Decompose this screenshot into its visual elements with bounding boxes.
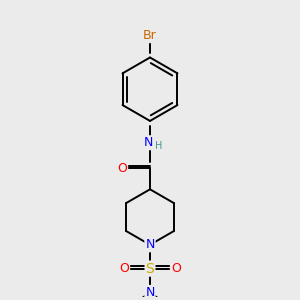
Text: O: O: [117, 162, 127, 175]
Text: H: H: [155, 141, 163, 151]
Text: N: N: [145, 286, 155, 299]
Text: N: N: [145, 238, 155, 251]
Text: Br: Br: [143, 29, 157, 42]
Text: S: S: [146, 262, 154, 276]
Text: O: O: [119, 262, 129, 275]
Text: N: N: [143, 136, 153, 149]
Text: O: O: [171, 262, 181, 275]
